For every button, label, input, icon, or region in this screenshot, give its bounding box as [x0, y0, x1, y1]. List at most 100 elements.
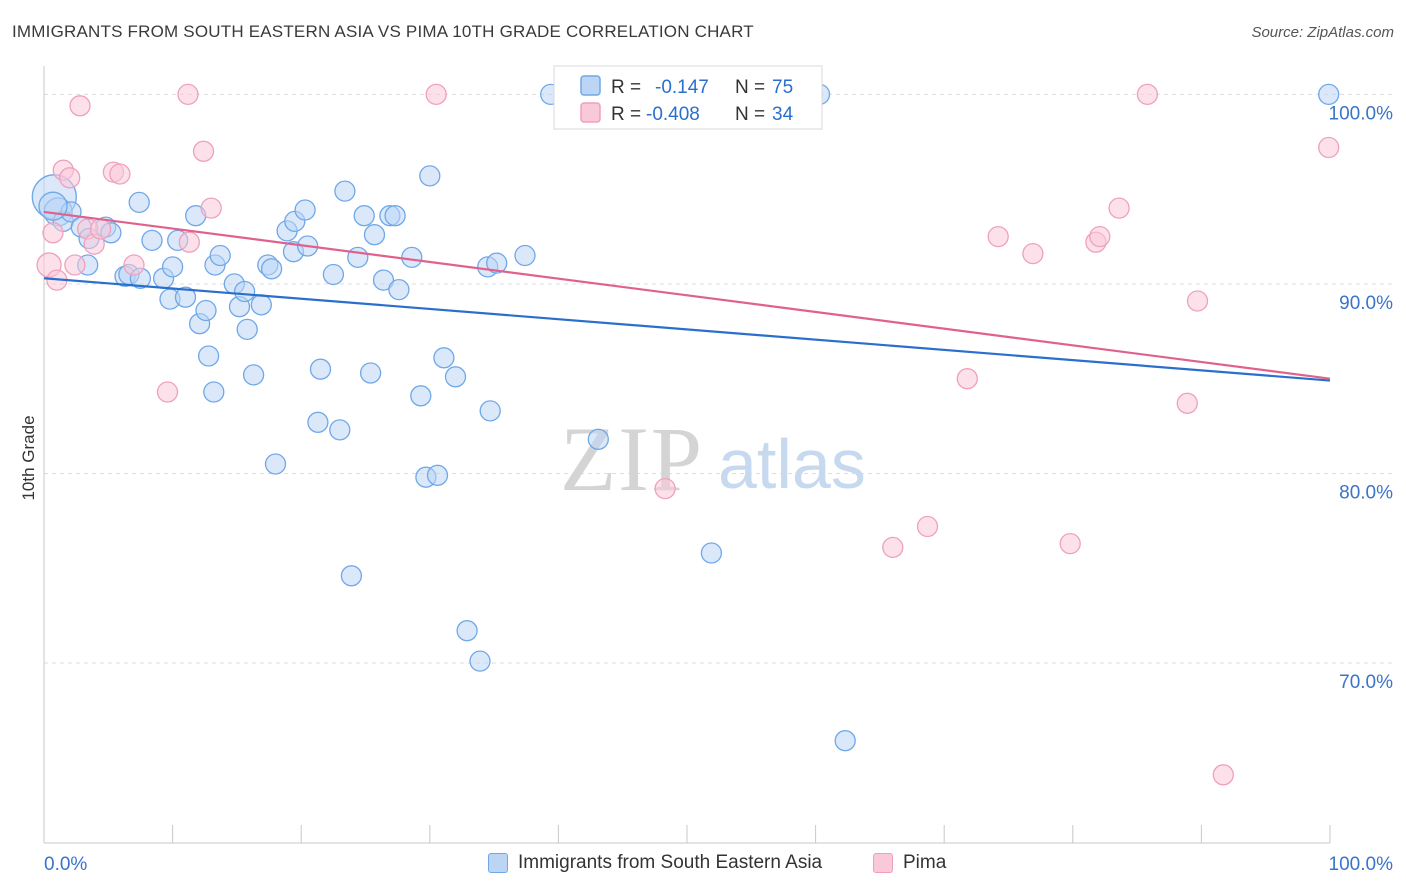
point-s0-45	[353, 205, 375, 227]
point-s1-30	[1176, 392, 1198, 414]
point-s0-17	[174, 286, 197, 308]
r-value-2: -0.408	[646, 104, 700, 125]
r-value-1: -0.147	[655, 77, 709, 98]
point-s0-47	[363, 224, 386, 246]
point-s0-50	[384, 205, 406, 227]
point-s0-52	[401, 246, 423, 269]
point-s1-18	[425, 83, 447, 106]
point-s1-19	[654, 477, 676, 500]
point-s0-19	[195, 299, 217, 322]
point-s1-13	[156, 381, 179, 403]
point-s0-41	[329, 419, 351, 441]
point-s1-15	[178, 231, 200, 253]
point-s1-9	[89, 218, 112, 240]
point-s0-63	[486, 252, 508, 274]
r-label-1: R =	[611, 77, 641, 98]
point-s0-53	[410, 385, 432, 407]
point-s1-11	[109, 163, 131, 185]
trend-line-0	[43, 277, 1331, 382]
point-s1-6	[69, 95, 91, 117]
point-s0-31	[260, 258, 283, 280]
point-s1-22	[956, 368, 978, 390]
point-s0-59	[456, 620, 478, 642]
x-tick-labels: 0.0% 100.0%	[44, 854, 1393, 875]
watermark-zip: ZIP	[560, 408, 704, 510]
point-s1-33	[1318, 136, 1340, 159]
point-s1-31	[1186, 290, 1209, 312]
legend-item-pima: Pima	[873, 852, 946, 874]
point-s0-26	[233, 280, 256, 303]
legend-swatch-pink	[580, 102, 601, 123]
point-s0-64	[514, 244, 536, 267]
point-s0-46	[359, 362, 382, 384]
point-s0-23	[209, 244, 231, 267]
point-s0-66	[587, 428, 609, 450]
n-value-2: 34	[772, 104, 794, 125]
point-s1-27	[1089, 225, 1111, 248]
point-s0-27	[236, 318, 258, 341]
trend-line-1	[43, 210, 1331, 380]
point-s1-32	[1212, 764, 1234, 786]
point-s1-12	[123, 254, 145, 276]
point-s0-70	[834, 730, 856, 752]
point-s0-42	[334, 180, 356, 202]
legend-swatch-blue	[580, 75, 601, 96]
watermark-atlas: atlas	[718, 425, 866, 503]
point-s1-16	[192, 140, 215, 162]
legend-label-immigrants: Immigrants from South Eastern Asia	[518, 852, 823, 873]
y-axis-label: 10th Grade	[19, 415, 38, 500]
point-s0-56	[426, 464, 449, 486]
point-s1-21	[916, 515, 939, 538]
watermark: ZIP atlas	[560, 408, 866, 510]
point-s1-20	[882, 536, 904, 559]
n-label-2: N =	[735, 104, 765, 125]
point-s0-22	[203, 381, 225, 403]
point-s0-29	[250, 294, 272, 316]
point-s1-1	[42, 222, 64, 244]
r-label-2: R =	[611, 104, 641, 125]
point-s0-43	[340, 565, 363, 587]
data-points	[31, 83, 1340, 786]
axes	[43, 66, 1331, 844]
point-s1-24	[1022, 242, 1044, 265]
point-s0-57	[433, 347, 455, 369]
point-s0-67	[700, 542, 723, 564]
point-s0-55	[419, 165, 441, 187]
point-s0-58	[444, 366, 467, 388]
point-s1-28	[1108, 197, 1130, 219]
point-s0-36	[294, 199, 316, 221]
point-s0-12	[141, 229, 163, 252]
point-s1-25	[1059, 532, 1081, 555]
legend-item-immigrants: Immigrants from South Eastern Asia	[488, 852, 822, 874]
chart-title: IMMIGRANTS FROM SOUTH EASTERN ASIA VS PI…	[12, 22, 754, 41]
point-s0-28	[242, 364, 265, 386]
x-tick-label-1: 100.0%	[1329, 854, 1394, 875]
y-tick-label-0: 100.0%	[1329, 103, 1394, 124]
point-s0-40	[322, 263, 345, 286]
trend-lines	[43, 210, 1331, 382]
point-s0-14	[161, 256, 184, 278]
point-s1-5	[64, 254, 86, 276]
stats-legend: R = -0.147 N = 75 R = -0.408 N = 34	[553, 65, 823, 130]
point-s0-32	[264, 453, 287, 475]
point-s0-60	[469, 650, 491, 672]
point-s1-17	[200, 197, 222, 219]
source-label: Source: ZipAtlas.com	[1251, 24, 1394, 41]
point-s0-51	[388, 278, 410, 301]
bottom-legend: Immigrants from South Eastern Asia Pima	[0, 850, 1406, 880]
point-s1-23	[987, 225, 1009, 248]
point-s1-4	[59, 167, 81, 189]
y-tick-label-3: 70.0%	[1339, 672, 1393, 693]
point-s0-44	[347, 246, 369, 269]
point-s1-29	[1136, 83, 1159, 106]
point-s0-48	[372, 269, 395, 291]
point-s0-39	[309, 358, 332, 380]
point-s1-14	[177, 83, 199, 106]
legend-swatch-pima	[873, 853, 893, 873]
point-s0-62	[479, 400, 501, 422]
point-s0-71	[1318, 83, 1340, 106]
point-s0-73	[128, 191, 150, 214]
point-s0-20	[197, 345, 220, 367]
legend-swatch-immigrants	[488, 853, 508, 873]
